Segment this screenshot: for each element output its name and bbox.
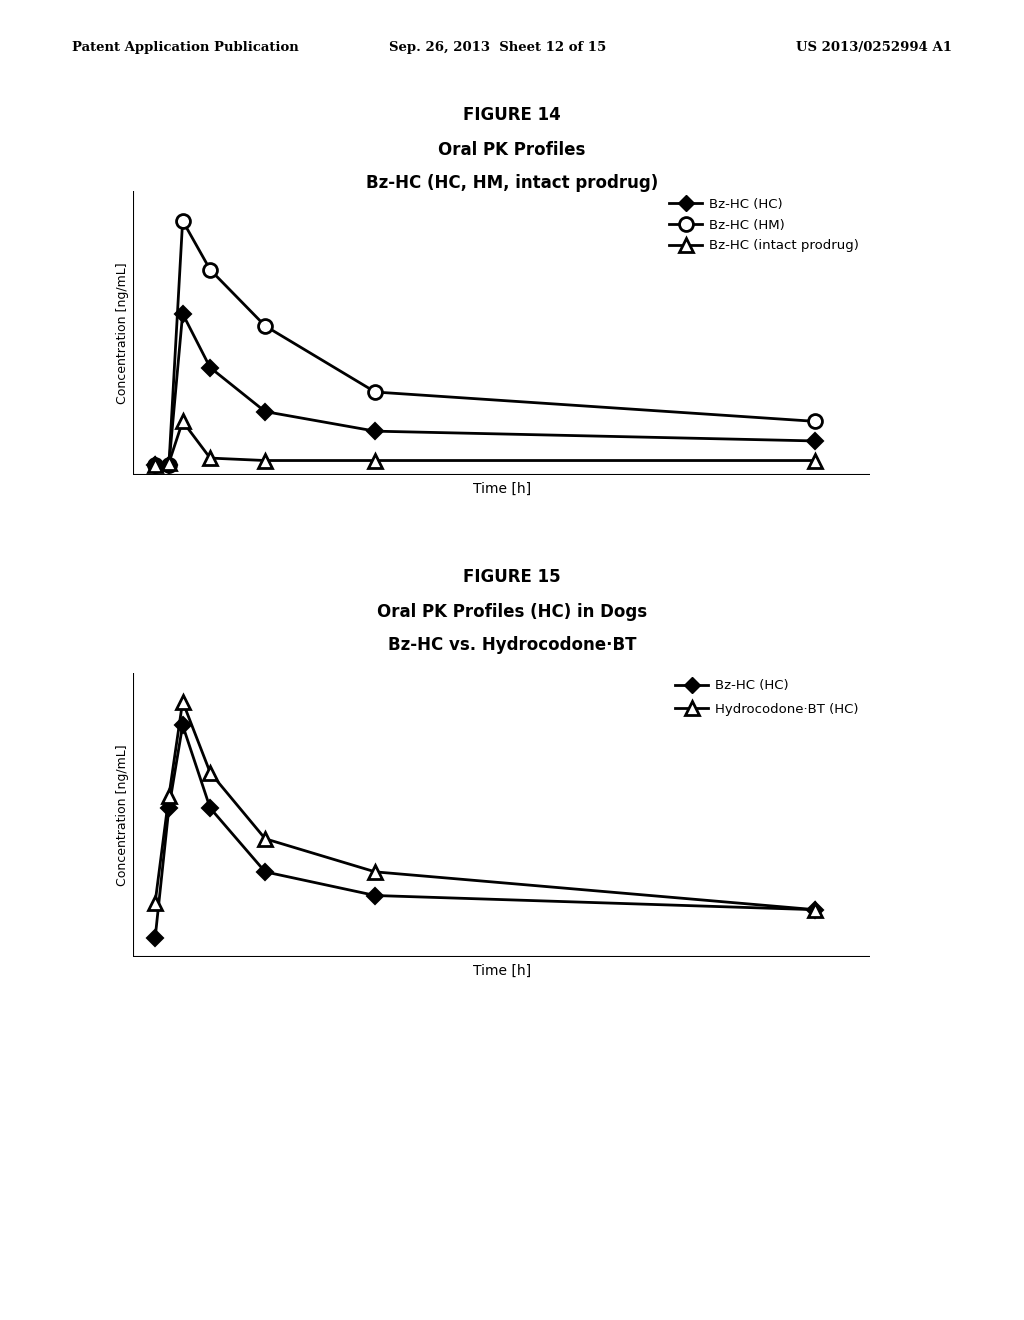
Legend: Bz-HC (HC), Hydrocodone·BT (HC): Bz-HC (HC), Hydrocodone·BT (HC) (670, 675, 864, 721)
Legend: Bz-HC (HC), Bz-HC (HM), Bz-HC (intact prodrug): Bz-HC (HC), Bz-HC (HM), Bz-HC (intact pr… (664, 193, 864, 257)
Y-axis label: Concentration [ng/mL]: Concentration [ng/mL] (116, 263, 129, 404)
Text: Bz-HC vs. Hydrocodone·BT: Bz-HC vs. Hydrocodone·BT (388, 636, 636, 655)
X-axis label: Time [h]: Time [h] (473, 482, 530, 496)
Text: Sep. 26, 2013  Sheet 12 of 15: Sep. 26, 2013 Sheet 12 of 15 (389, 41, 606, 54)
Text: Oral PK Profiles: Oral PK Profiles (438, 141, 586, 160)
Y-axis label: Concentration [ng/mL]: Concentration [ng/mL] (116, 744, 129, 886)
Text: FIGURE 14: FIGURE 14 (463, 106, 561, 124)
Text: Bz-HC (HC, HM, intact prodrug): Bz-HC (HC, HM, intact prodrug) (366, 174, 658, 193)
Text: Oral PK Profiles (HC) in Dogs: Oral PK Profiles (HC) in Dogs (377, 603, 647, 622)
Text: FIGURE 15: FIGURE 15 (463, 568, 561, 586)
Text: Patent Application Publication: Patent Application Publication (72, 41, 298, 54)
X-axis label: Time [h]: Time [h] (473, 964, 530, 978)
Text: US 2013/0252994 A1: US 2013/0252994 A1 (797, 41, 952, 54)
